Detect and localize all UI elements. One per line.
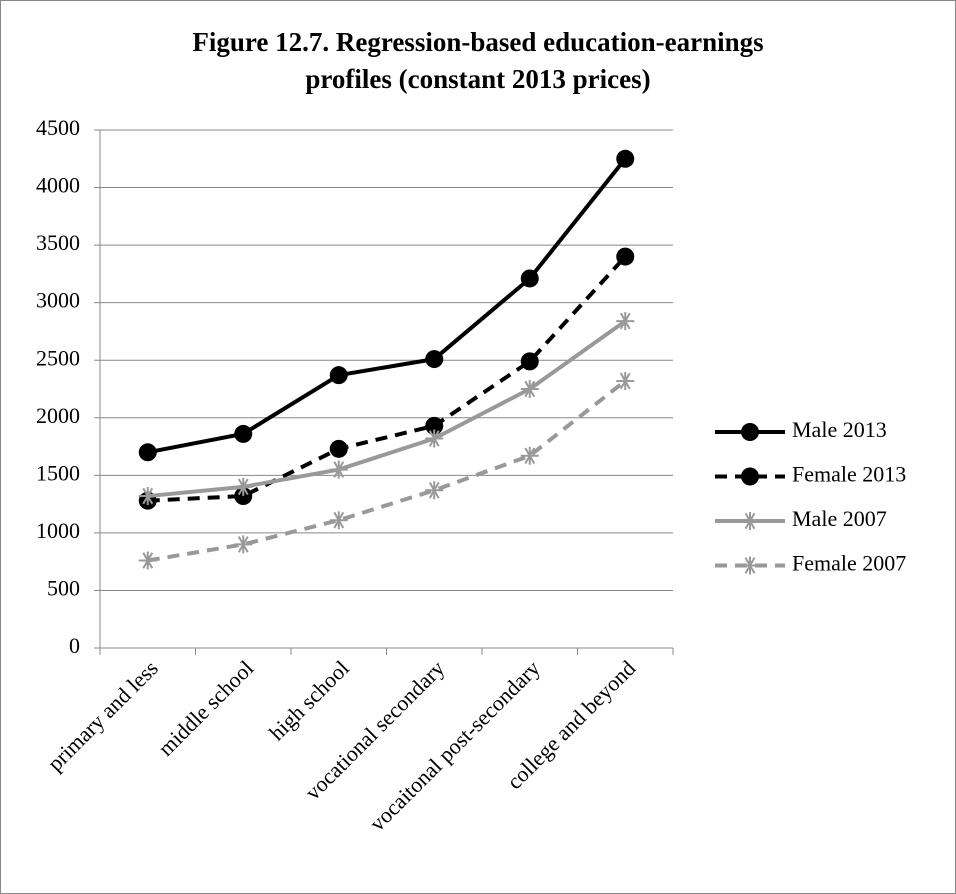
data-point bbox=[425, 416, 444, 435]
data-point bbox=[138, 443, 157, 462]
data-point bbox=[616, 149, 635, 168]
y-tick-label: 2000 bbox=[36, 403, 80, 428]
data-point bbox=[616, 312, 635, 331]
data-point bbox=[138, 487, 157, 506]
x-tick-label: primary and less bbox=[42, 655, 162, 775]
data-point bbox=[329, 366, 348, 385]
data-point bbox=[616, 247, 635, 266]
y-tick-label: 1500 bbox=[36, 460, 80, 485]
series-line bbox=[147, 157, 627, 455]
data-point bbox=[425, 350, 444, 369]
legend-marker bbox=[741, 512, 759, 530]
data-point bbox=[138, 551, 157, 570]
data-point bbox=[234, 424, 253, 443]
y-tick-label: 1000 bbox=[36, 518, 80, 543]
data-point bbox=[425, 481, 444, 500]
series-line bbox=[147, 319, 627, 499]
x-tick-label: vocaitonal post-secondary bbox=[364, 655, 545, 836]
legend-marker bbox=[741, 467, 759, 486]
y-tick-label: 3000 bbox=[36, 288, 80, 313]
legend-marker bbox=[741, 423, 759, 441]
series-line bbox=[147, 379, 627, 563]
y-tick-label: 500 bbox=[47, 575, 80, 600]
data-point bbox=[234, 535, 253, 554]
data-point bbox=[520, 352, 539, 371]
legend-label: Female 2007 bbox=[792, 551, 906, 576]
series-line bbox=[147, 255, 627, 503]
y-tick-label: 2500 bbox=[36, 345, 80, 370]
x-tick-label: middle school bbox=[153, 655, 258, 760]
data-point bbox=[520, 380, 539, 398]
chart-title: Figure 12.7. Regression-based education-… bbox=[192, 27, 764, 94]
data-point bbox=[234, 487, 253, 506]
data-point bbox=[520, 446, 539, 465]
x-tick-label: high school bbox=[264, 655, 354, 745]
y-tick-label: 4000 bbox=[36, 173, 80, 198]
data-point bbox=[616, 371, 635, 390]
legend-label: Male 2013 bbox=[792, 417, 887, 442]
legend-label: Female 2013 bbox=[792, 462, 906, 487]
data-point bbox=[234, 477, 253, 496]
data-point bbox=[520, 269, 539, 288]
y-tick-label: 3500 bbox=[36, 230, 80, 255]
legend-label: Male 2007 bbox=[792, 506, 887, 531]
data-point bbox=[425, 429, 444, 448]
legend-marker bbox=[741, 556, 759, 575]
y-tick-label: 4500 bbox=[36, 115, 80, 140]
data-point bbox=[329, 511, 348, 530]
y-tick-label: 0 bbox=[69, 633, 80, 658]
data-point bbox=[329, 439, 348, 458]
data-point bbox=[329, 460, 348, 479]
